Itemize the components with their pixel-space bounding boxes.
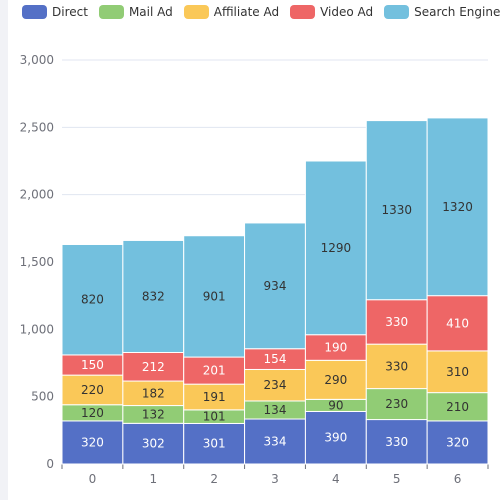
bar-segment [244,222,306,350]
data-label: 220 [81,383,104,397]
legend-swatch-search-engine [384,5,410,19]
bar-segment [304,160,367,336]
legend-item-affiliate-ad[interactable]: Affiliate Ad [183,5,280,19]
y-tick-label: 0 [46,457,54,471]
y-tick-label: 2,000 [20,188,54,202]
chart-legend: Direct Mail Ad Affiliate Ad Video Ad Sea… [22,0,500,24]
bar-segment [365,343,428,390]
data-label: 212 [142,360,165,374]
data-label: 182 [142,386,165,400]
data-label: 1290 [321,241,352,255]
legend-label-mail-ad: Mail Ad [128,5,173,19]
x-tick-label: 2 [210,472,218,486]
y-tick-label: 1,000 [20,322,54,336]
legend-label-video-ad: Video Ad [320,5,374,19]
data-label: 330 [385,435,408,449]
bar-segment [426,420,489,465]
data-label: 301 [203,437,226,451]
data-label: 90 [328,398,343,412]
bar-segment [122,380,185,407]
data-label: 150 [81,358,104,372]
data-label: 334 [264,435,287,449]
x-tick-label: 1 [149,472,157,486]
data-label: 320 [81,435,104,449]
legend-swatch-video-ad [290,5,316,19]
legend-label-search-engine: Search Engine [414,5,500,19]
legend-label-direct: Direct [52,5,88,19]
data-label: 230 [385,397,408,411]
bar-segment [365,419,428,465]
legend-label-affiliate-ad: Affiliate Ad [213,5,280,19]
data-label: 190 [324,341,347,355]
data-label: 934 [264,279,287,293]
bar-segment [426,392,489,422]
bar-segment [304,359,367,400]
data-label: 1330 [381,203,412,217]
data-label: 302 [142,437,165,451]
x-tick-label: 0 [89,472,97,486]
data-label: 134 [264,403,287,417]
data-label: 330 [385,359,408,373]
data-label: 410 [446,316,469,330]
bar-segment [365,120,428,301]
left-panel-edge [0,0,8,500]
x-tick-label: 3 [271,472,279,486]
data-label: 101 [203,410,226,424]
legend-item-search-engine[interactable]: Search Engine [384,5,500,19]
x-tick-label: 4 [332,472,340,486]
data-label: 901 [203,289,226,303]
data-label: 201 [203,364,226,378]
legend-item-direct[interactable]: Direct [22,5,88,19]
data-label: 832 [142,289,165,303]
data-label: 120 [81,406,104,420]
y-tick-label: 500 [31,390,54,404]
data-label: 290 [324,373,347,387]
bar-segment [61,420,124,465]
data-label: 154 [264,352,287,366]
bar-segment [244,418,306,465]
data-label: 820 [81,293,104,307]
data-label: 330 [385,315,408,329]
data-label: 310 [446,365,469,379]
legend-item-mail-ad[interactable]: Mail Ad [98,5,173,19]
legend-swatch-mail-ad [98,5,124,19]
bar-segment [183,235,246,358]
data-label: 132 [142,407,165,421]
bar-segment [244,368,306,402]
x-tick-label: 6 [454,472,462,486]
bar-segment [426,117,489,297]
y-tick-label: 1,500 [20,255,54,269]
data-label: 210 [446,400,469,414]
data-label: 390 [324,431,347,445]
data-label: 191 [203,390,226,404]
y-tick-label: 3,000 [20,53,54,67]
legend-swatch-affiliate-ad [183,5,209,19]
data-label: 1320 [442,200,473,214]
legend-item-video-ad[interactable]: Video Ad [290,5,373,19]
x-tick-label: 5 [393,472,401,486]
data-label: 320 [446,435,469,449]
bar-segment [304,410,367,465]
data-label: 234 [264,378,287,392]
bar-segment [426,295,489,352]
bar-segment [183,383,246,411]
bar-segment [122,239,185,353]
legend-swatch-direct [22,5,47,19]
bar-segment [365,299,428,345]
y-tick-label: 2,500 [20,120,54,134]
